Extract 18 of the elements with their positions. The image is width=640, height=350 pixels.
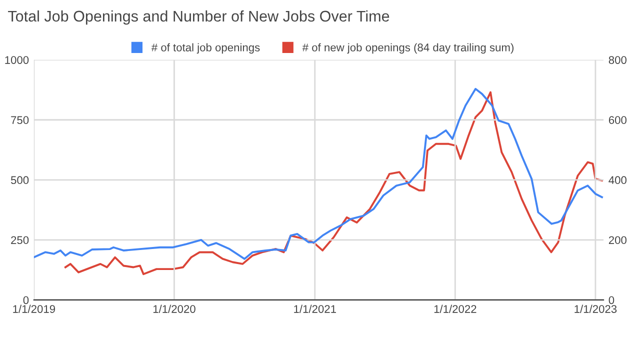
legend-label: # of total job openings	[151, 43, 260, 54]
y-tick-label: 250	[11, 236, 29, 244]
y-tick-label: 0	[23, 296, 29, 304]
x-tick-label: 1/1/2023	[574, 304, 617, 313]
y2-tick-label: 0	[608, 296, 614, 304]
y2-tick-label: 600	[608, 116, 626, 124]
x-tick-label: 1/1/2019	[13, 304, 56, 313]
y-tick-label: 500	[10, 176, 29, 184]
y2-tick-label: 800	[608, 56, 626, 64]
y2-tick-label: 400	[608, 176, 626, 184]
y-tick-label: 1000	[5, 56, 29, 64]
x-tick-label: 1/1/2022	[434, 304, 476, 313]
y-tick-label: 750	[11, 116, 29, 124]
x-tick-label: 1/1/2021	[294, 304, 336, 313]
x-tick-label: 1/1/2020	[153, 304, 196, 313]
y2-tick-label: 200	[608, 236, 626, 244]
chart-title: Total Job Openings and Number of New Jobs Over Time	[8, 10, 390, 25]
legend-label: # of new job openings (84 day trailing sum)	[302, 43, 514, 54]
